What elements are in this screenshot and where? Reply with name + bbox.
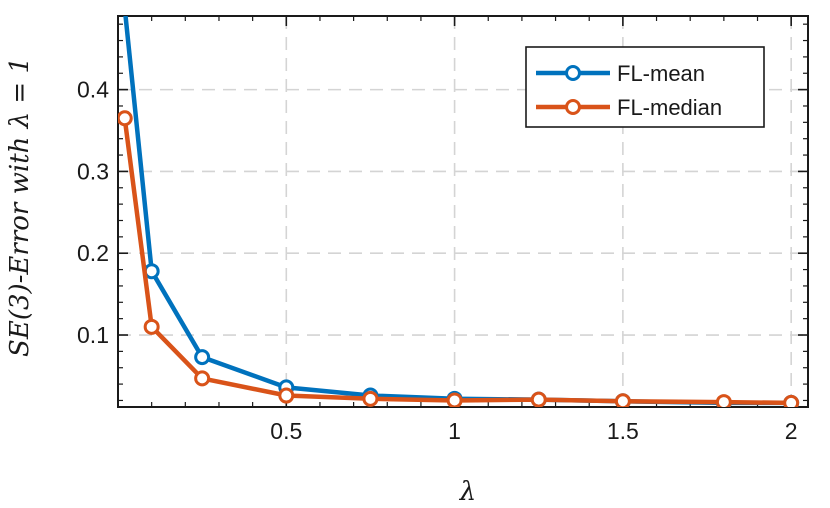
legend-label-fl-median: FL-median [617, 95, 722, 120]
data-point [783, 394, 800, 407]
legend-box [525, 46, 765, 128]
x-tick-label: 1.5 [607, 418, 639, 444]
data-point [446, 392, 463, 407]
series-layer [118, 16, 800, 407]
y-axis-label: SE(3)-Error with λ = 1 [5, 57, 35, 357]
data-point [530, 391, 547, 407]
x-axis-label: λ [459, 477, 476, 507]
y-tick-label: 0.4 [77, 77, 109, 103]
data-point [194, 370, 211, 387]
y-tick-label: 0.3 [77, 158, 109, 184]
data-point [143, 318, 160, 335]
y-tick-label: 0.1 [77, 322, 109, 348]
data-point [278, 387, 295, 404]
legend: FL-mean FL-median [525, 46, 765, 128]
x-tick-label: 1 [448, 418, 461, 444]
legend-marker-fl-mean [565, 65, 581, 81]
data-point [194, 349, 211, 366]
legend-label-fl-mean: FL-mean [617, 61, 705, 86]
plot-frame [117, 15, 809, 408]
x-tick-label: 2 [785, 418, 798, 444]
data-point [362, 390, 379, 407]
data-point [118, 110, 133, 127]
y-tick-label: 0.2 [77, 240, 109, 266]
series-fl-median [118, 110, 800, 407]
tick-labels: 0.5 1 1.5 2 0.1 0.2 0.3 0.4 [77, 77, 798, 444]
data-point [614, 393, 631, 407]
x-tick-label: 0.5 [270, 418, 302, 444]
data-point [715, 394, 732, 407]
legend-marker-fl-median [565, 99, 581, 115]
series-line [122, 117, 792, 406]
